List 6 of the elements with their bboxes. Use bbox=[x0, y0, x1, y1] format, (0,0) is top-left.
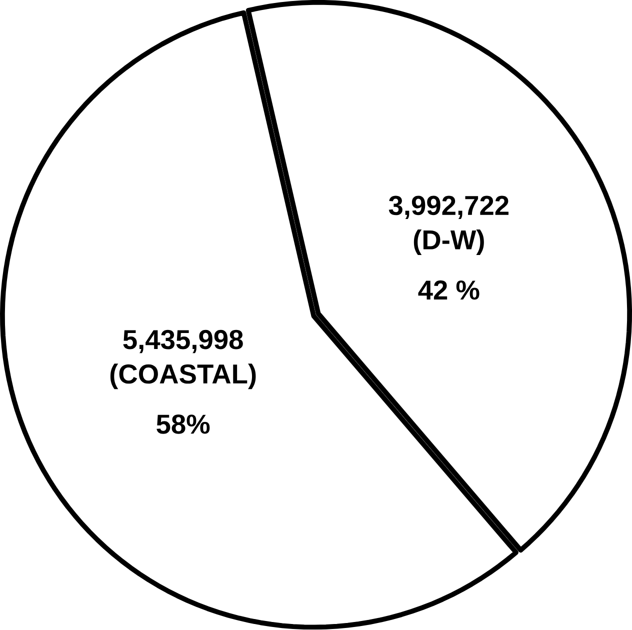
data-label: 5,435,998 bbox=[123, 330, 243, 354]
slice-label: (D-W) bbox=[414, 230, 484, 256]
slice-label: (COASTAL) bbox=[110, 364, 256, 390]
text: 42 % bbox=[418, 280, 480, 300]
text: 58% bbox=[156, 414, 210, 434]
data-label: 3,992,722 bbox=[388, 196, 508, 220]
